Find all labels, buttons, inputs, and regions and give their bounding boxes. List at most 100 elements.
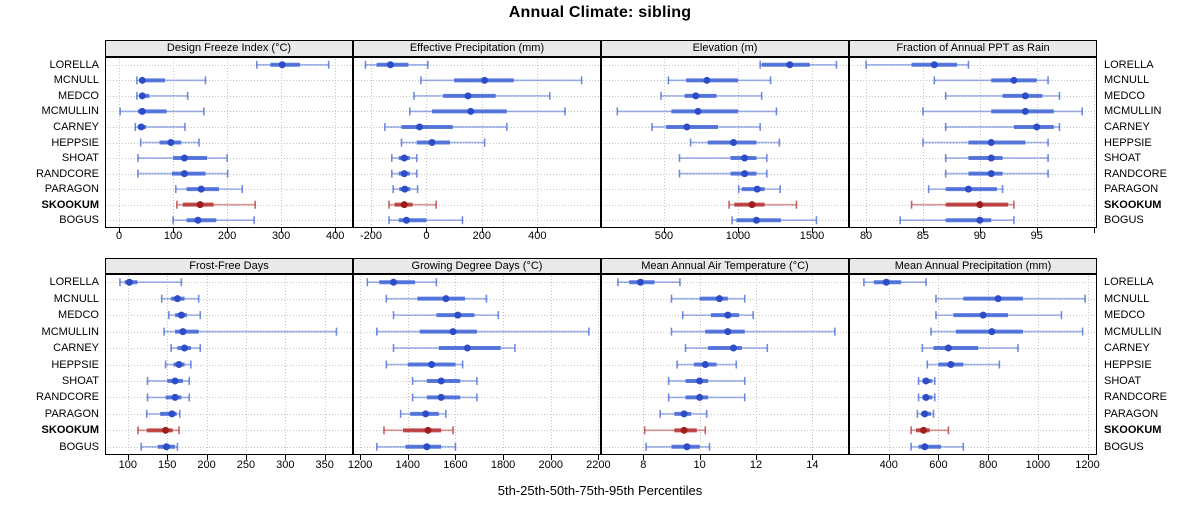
x-tick-label: 200 — [217, 230, 237, 242]
x-tick-label: 300 — [276, 459, 295, 471]
percentile-interval-lorella — [256, 60, 330, 69]
station-label-right: PARAGON — [1104, 408, 1159, 420]
x-tick-label: 0 — [115, 230, 123, 242]
x-tick-label: 1200 — [1075, 459, 1100, 471]
x-tick-label: 250 — [236, 459, 256, 471]
percentile-interval-shoat — [667, 376, 746, 385]
station-label-right: LORELLA — [1104, 276, 1154, 288]
x-tick-label: 800 — [978, 459, 998, 471]
x-tick-label: 14 — [806, 459, 819, 471]
percentile-interval-bogus — [645, 442, 711, 451]
percentile-interval-randcore — [678, 169, 768, 178]
percentile-interval-carney — [651, 122, 761, 131]
percentile-interval-shoat — [137, 154, 228, 163]
percentile-interval-heppsie — [164, 360, 192, 369]
percentile-interval-carney — [134, 122, 186, 131]
station-label-right: SHOAT — [1104, 375, 1142, 387]
panel-plot — [353, 274, 601, 460]
panel-strip-title: Effective Precipitation (mm) — [409, 42, 545, 54]
station-label-left: MCMULLIN — [41, 326, 99, 338]
x-tick-label: 8 — [640, 459, 647, 471]
x-tick-label: 90 — [973, 230, 986, 242]
percentile-interval-heppsie — [400, 138, 486, 147]
percentile-interval-randcore — [917, 393, 936, 402]
panel-strip: Design Freeze Index (°C) — [105, 40, 353, 57]
panel-strip: Effective Precipitation (mm) — [353, 40, 601, 57]
station-label-left: BOGUS — [59, 441, 99, 453]
percentile-interval-medco — [944, 91, 1061, 100]
percentile-interval-mcnull — [160, 294, 200, 303]
percentile-interval-carney — [170, 344, 202, 353]
percentile-interval-bogus — [731, 216, 818, 225]
station-label-left: PARAGON — [44, 408, 99, 420]
percentile-interval-mcnull — [667, 76, 772, 85]
station-label-right: BOGUS — [1104, 441, 1144, 453]
percentile-interval-skookum — [910, 426, 950, 435]
panel-plot — [849, 57, 1097, 233]
station-label-left: BOGUS — [59, 214, 99, 226]
percentile-interval-heppsie — [926, 360, 1001, 369]
panel-plot — [105, 274, 353, 460]
panel-strip-title: Growing Degree Days (°C) — [411, 260, 543, 272]
x-tick-label: 1400 — [395, 459, 421, 471]
percentile-interval-lorella — [865, 60, 970, 69]
percentile-interval-paragon — [145, 409, 181, 418]
percentile-interval-mcmullin — [670, 327, 836, 336]
x-tick-label: 300 — [271, 230, 291, 242]
station-label-right: RANDCORE — [1104, 168, 1167, 180]
x-tick-label: 1500 — [799, 230, 825, 242]
percentile-interval-mcnull — [935, 294, 1086, 303]
station-label-right: PARAGON — [1104, 183, 1159, 195]
percentile-interval-lorella — [759, 60, 838, 69]
percentile-interval-mcnull — [385, 294, 488, 303]
x-tick-label: -200 — [359, 230, 383, 242]
percentiles-caption: 5th-25th-50th-75th-95th Percentiles — [497, 483, 703, 498]
station-label-left: SHOAT — [61, 152, 99, 164]
station-label-right: HEPPSIE — [1104, 137, 1152, 149]
x-tick-label: 2000 — [538, 459, 563, 471]
chart-title: Annual Climate: sibling — [508, 4, 692, 21]
panel-strip: Mean Annual Air Temperature (°C) — [601, 258, 849, 274]
panel-plot — [105, 57, 353, 233]
percentile-interval-shoat — [917, 376, 936, 385]
x-tick-label: 80 — [859, 230, 873, 242]
percentile-interval-medco — [413, 91, 551, 100]
panel-strip: Mean Annual Precipitation (mm) — [849, 258, 1097, 274]
x-tick-label: 400 — [879, 459, 898, 471]
percentile-interval-mcnull — [420, 76, 583, 85]
percentile-interval-heppsie — [689, 138, 781, 147]
station-label-right: CARNEY — [1104, 342, 1150, 354]
percentile-interval-paragon — [392, 185, 419, 194]
percentile-interval-carney — [684, 344, 769, 353]
percentile-interval-medco — [136, 91, 189, 100]
percentile-interval-carney — [921, 344, 1019, 353]
percentile-interval-randcore — [667, 393, 746, 402]
station-label-left: MCNULL — [53, 74, 99, 86]
percentile-interval-skookum — [388, 200, 437, 209]
percentile-interval-mcmullin — [922, 107, 1084, 116]
station-label-left: LORELLA — [49, 59, 99, 71]
percentile-interval-medco — [167, 311, 202, 320]
percentile-interval-shoat — [146, 376, 191, 385]
panel-plot — [601, 274, 849, 460]
percentile-interval-skookum — [910, 200, 1015, 209]
station-label-left: MCNULL — [53, 293, 99, 305]
station-label-left: RANDCORE — [36, 391, 99, 403]
station-label-left: SKOOKUM — [41, 424, 99, 436]
station-label-left: MCMULLIN — [41, 105, 99, 117]
percentile-interval-medco — [660, 91, 763, 100]
station-label-right: MCNULL — [1104, 293, 1150, 305]
percentile-interval-skookum — [137, 426, 180, 435]
percentile-interval-skookum — [383, 426, 454, 435]
percentile-interval-lorella — [366, 278, 438, 287]
percentile-interval-shoat — [944, 154, 1049, 163]
percentile-interval-paragon — [737, 185, 781, 194]
percentile-interval-mcnull — [136, 76, 207, 85]
station-label-left: MEDCO — [58, 90, 99, 102]
panel-strip-title: Elevation (m) — [692, 42, 758, 54]
station-label-right: SHOAT — [1104, 152, 1142, 164]
x-tick-label: 85 — [916, 230, 930, 242]
percentile-interval-lorella — [863, 278, 927, 287]
percentile-interval-bogus — [388, 216, 464, 225]
